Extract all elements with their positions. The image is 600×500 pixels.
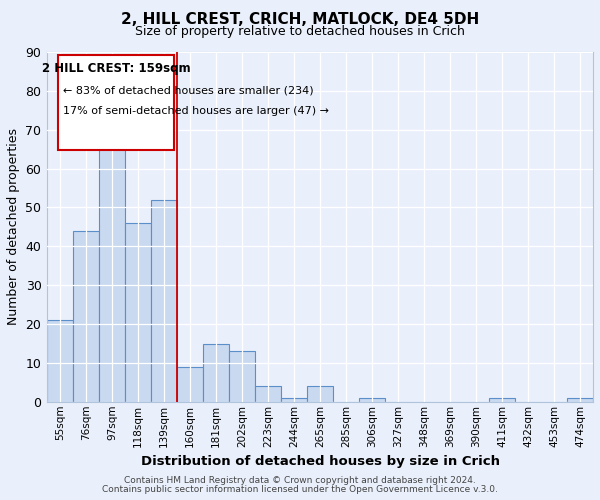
FancyBboxPatch shape (58, 56, 175, 150)
Bar (359, 398, 385, 402)
X-axis label: Distribution of detached houses by size in Crich: Distribution of detached houses by size … (140, 455, 500, 468)
Bar (307, 386, 333, 402)
Bar (489, 398, 515, 402)
Bar (151, 200, 177, 402)
Text: ← 83% of detached houses are smaller (234): ← 83% of detached houses are smaller (23… (64, 85, 314, 95)
Bar (567, 398, 593, 402)
Bar (255, 386, 281, 402)
Bar (73, 231, 99, 402)
Bar (177, 367, 203, 402)
Text: Contains HM Land Registry data © Crown copyright and database right 2024.: Contains HM Land Registry data © Crown c… (124, 476, 476, 485)
Text: 2, HILL CREST, CRICH, MATLOCK, DE4 5DH: 2, HILL CREST, CRICH, MATLOCK, DE4 5DH (121, 12, 479, 28)
Bar (47, 320, 73, 402)
Text: Contains public sector information licensed under the Open Government Licence v.: Contains public sector information licen… (102, 485, 498, 494)
Text: 17% of semi-detached houses are larger (47) →: 17% of semi-detached houses are larger (… (64, 106, 329, 116)
Y-axis label: Number of detached properties: Number of detached properties (7, 128, 20, 326)
Bar (99, 110, 125, 402)
Bar (229, 352, 255, 402)
Bar (203, 344, 229, 402)
Bar (125, 223, 151, 402)
Text: Size of property relative to detached houses in Crich: Size of property relative to detached ho… (135, 25, 465, 38)
Text: 2 HILL CREST: 159sqm: 2 HILL CREST: 159sqm (42, 62, 190, 76)
Bar (281, 398, 307, 402)
